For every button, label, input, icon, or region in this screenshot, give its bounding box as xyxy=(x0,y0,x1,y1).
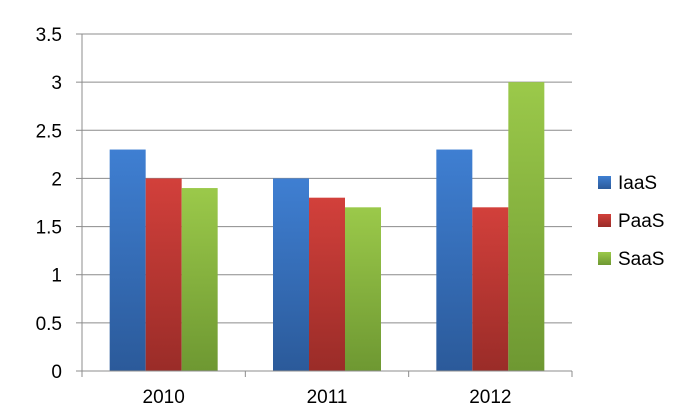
legend-label-paas: PaaS xyxy=(618,211,664,232)
bar-iaas-2011 xyxy=(273,178,309,371)
bar-saas-2012 xyxy=(508,82,545,372)
bar-saas-2010 xyxy=(181,188,218,371)
y-tick-label: 2.5 xyxy=(36,121,62,142)
y-tick-label: 0 xyxy=(51,362,62,383)
bar-paas-2012 xyxy=(472,207,509,371)
bar-paas-2010 xyxy=(145,178,182,371)
legend-label-iaas: IaaS xyxy=(618,173,657,194)
x-tick-label: 2011 xyxy=(307,387,348,408)
x-axis: 2010 2011 2012 xyxy=(81,370,573,408)
x-tick-label: 2012 xyxy=(469,387,511,408)
bar-paas-2011 xyxy=(309,197,345,371)
legend-swatch-iaas xyxy=(598,176,611,189)
bars xyxy=(109,82,545,372)
y-tick-label: 3 xyxy=(51,73,62,94)
y-tick-label: 3.5 xyxy=(36,25,62,46)
y-axis: 0 0.5 1 1.5 2 2.5 3 3.5 xyxy=(36,25,83,383)
bar-saas-2011 xyxy=(345,207,381,371)
bar-iaas-2012 xyxy=(436,149,473,371)
y-tick-label: 1 xyxy=(51,266,62,287)
y-tick-label: 0.5 xyxy=(36,314,62,335)
legend: IaaS PaaS SaaS xyxy=(598,173,664,270)
legend-label-saas: SaaS xyxy=(618,249,664,270)
y-tick-label: 2 xyxy=(51,169,62,190)
legend-swatch-saas xyxy=(598,252,611,265)
x-tick-label: 2010 xyxy=(143,387,185,408)
y-tick-label: 1.5 xyxy=(36,218,62,239)
legend-swatch-paas xyxy=(598,214,611,227)
bar-iaas-2010 xyxy=(109,149,146,371)
